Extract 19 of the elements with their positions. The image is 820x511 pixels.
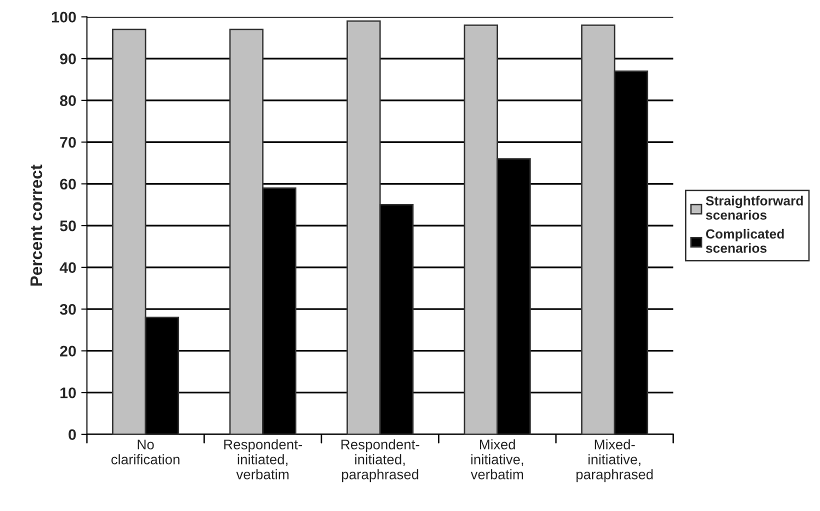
y-tick-label: 100 bbox=[52, 12, 76, 23]
legend-label: Complicated scenarios bbox=[706, 228, 784, 253]
y-axis-title: Percent correct bbox=[30, 164, 42, 286]
y-tick-label: 40 bbox=[60, 262, 76, 274]
y-tick-label: 70 bbox=[60, 136, 76, 148]
y-tick-label: 10 bbox=[60, 387, 76, 398]
y-tick-label: 0 bbox=[68, 429, 76, 440]
x-tick-label: Respondent- initiated, paraphrased bbox=[341, 439, 420, 482]
y-tick-label: 80 bbox=[60, 95, 76, 106]
y-tick-label: 20 bbox=[60, 346, 76, 357]
x-tick-label: Mixed initiative, verbatim bbox=[470, 439, 524, 480]
y-tick-label: 30 bbox=[60, 304, 76, 315]
legend-label: Straightforward scenarios bbox=[706, 196, 803, 220]
x-tick-label: No clarification bbox=[111, 440, 180, 464]
x-tick-label: Respondent- initiated, verbatim bbox=[224, 439, 302, 480]
y-tick-label: 60 bbox=[60, 178, 76, 190]
y-tick-label: 90 bbox=[60, 53, 76, 64]
x-tick-label: Mixed- initiative, paraphrased bbox=[576, 439, 653, 482]
y-tick-label: 50 bbox=[60, 220, 76, 232]
